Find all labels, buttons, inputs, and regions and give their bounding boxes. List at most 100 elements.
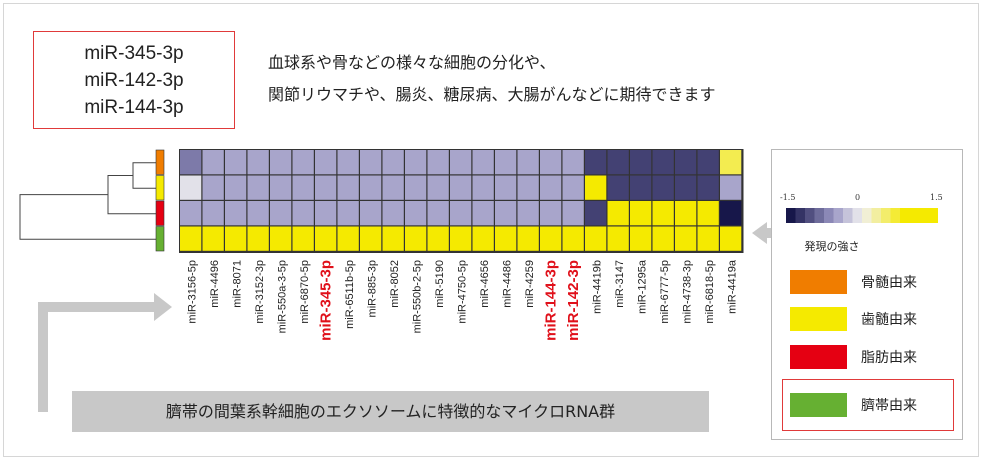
heatmap-cell — [360, 150, 382, 175]
mirna-list-box: miR-345-3p miR-142-3p miR-144-3p — [33, 31, 235, 129]
heatmap-cell — [540, 150, 562, 175]
scale-step — [890, 208, 900, 223]
heatmap-cell — [450, 226, 472, 251]
note-arrow-head — [154, 293, 172, 321]
heatmap-cell — [180, 150, 202, 175]
column-label: miR-8052 — [389, 260, 401, 308]
heatmap-cell — [630, 175, 652, 200]
heatmap-cell — [630, 150, 652, 175]
column-label: miR-3152-3p — [254, 260, 266, 324]
heatmap-cell — [405, 226, 427, 251]
source-swatch — [790, 393, 847, 417]
heatmap-cell — [180, 175, 202, 200]
scale-step — [805, 208, 815, 223]
scale-step — [909, 208, 919, 223]
heatmap-cell — [585, 150, 607, 175]
heatmap-cell — [585, 175, 607, 200]
scale-step — [824, 208, 834, 223]
scale-step — [871, 208, 881, 223]
scale-tick-mid: 0 — [855, 193, 861, 202]
heatmap-cell — [675, 201, 697, 226]
source-swatch — [790, 270, 847, 294]
heatmap-cell — [652, 226, 674, 251]
column-label: miR-6870-5p — [299, 260, 311, 324]
scale-step — [881, 208, 891, 223]
column-label: miR-4750-5p — [456, 260, 468, 324]
heatmap-cell — [225, 226, 247, 251]
bottom-note: 臍帯の間葉系幹細胞のエクソソームに特徴的なマイクロRNA群 — [72, 391, 709, 432]
source-swatch — [790, 307, 847, 331]
legend-panel: -1.5 0 1.5 発現の強さ 骨髄由来 歯髄由来 脂肪由来 臍帯由来 — [771, 149, 963, 440]
heatmap-cell — [562, 226, 584, 251]
heatmap-cell — [315, 175, 337, 200]
heatmap-cell — [540, 175, 562, 200]
source-label: 臍帯由来 — [861, 398, 917, 414]
heatmap-cell — [382, 201, 404, 226]
dendrogram-branch — [132, 162, 156, 189]
scale-caption: 発現の強さ — [804, 240, 860, 253]
heatmap-cell — [427, 175, 449, 200]
row-color-bar — [155, 149, 165, 252]
heatmap-cell — [360, 226, 382, 251]
heatmap-cells — [179, 149, 744, 253]
heatmap-cell — [517, 201, 539, 226]
column-label: miR-3147 — [614, 260, 626, 308]
heatmap-cell — [675, 150, 697, 175]
heatmap-cell — [517, 150, 539, 175]
heatmap-cell — [202, 201, 224, 226]
heatmap-cell — [472, 226, 494, 251]
heatmap-cell — [495, 226, 517, 251]
mirna-item: miR-142-3p — [84, 70, 184, 91]
column-label: miR-550a-3-5p — [276, 260, 288, 333]
heatmap-cell — [337, 175, 359, 200]
heatmap-cell — [292, 201, 314, 226]
legend-arrow-head — [752, 222, 767, 244]
heatmap-cell — [427, 226, 449, 251]
heatmap-cell — [427, 201, 449, 226]
scale-step — [833, 208, 843, 223]
heatmap-cell — [180, 201, 202, 226]
source-swatch — [790, 345, 847, 369]
source-legend-item: 骨髄由来 — [790, 270, 917, 294]
heatmap-cell — [495, 175, 517, 200]
heatmap-cell — [337, 150, 359, 175]
highlight-box — [782, 379, 954, 431]
heatmap-cell — [202, 175, 224, 200]
heatmap-cell — [247, 150, 269, 175]
scale-step — [928, 208, 938, 223]
heatmap-cell — [652, 175, 674, 200]
scale-step — [843, 208, 853, 223]
note-arrow-vertical — [38, 302, 48, 412]
source-legend-item: 臍帯由来 — [790, 393, 917, 417]
scale-step — [786, 208, 796, 223]
heatmap-cell — [450, 150, 472, 175]
column-label: miR-4496 — [209, 260, 221, 308]
heatmap-cell — [427, 150, 449, 175]
scale-step — [900, 208, 910, 223]
heatmap-cell — [202, 150, 224, 175]
source-label: 脂肪由来 — [861, 350, 917, 366]
heatmap-cell — [315, 226, 337, 251]
row-color-marker — [155, 175, 165, 201]
column-label: miR-885-3p — [366, 260, 378, 317]
heatmap-cell — [225, 201, 247, 226]
heatmap-cell — [270, 150, 292, 175]
heatmap-cell — [270, 201, 292, 226]
heatmap-cell — [607, 201, 629, 226]
heatmap-cell — [675, 226, 697, 251]
heatmap-cell — [315, 150, 337, 175]
column-label: miR-144-3p — [542, 260, 559, 341]
heatmap-cell — [495, 150, 517, 175]
column-label: miR-4419b — [591, 260, 603, 314]
column-label: miR-345-3p — [317, 260, 334, 341]
heatmap-cell — [247, 201, 269, 226]
heatmap-cell — [585, 201, 607, 226]
scale-step — [862, 208, 872, 223]
heatmap-cell — [562, 150, 584, 175]
heatmap-cell — [382, 175, 404, 200]
dendrogram-branch — [107, 175, 156, 215]
scale-step — [919, 208, 929, 223]
heatmap-cell — [202, 226, 224, 251]
legend-arrow-body — [764, 228, 776, 238]
